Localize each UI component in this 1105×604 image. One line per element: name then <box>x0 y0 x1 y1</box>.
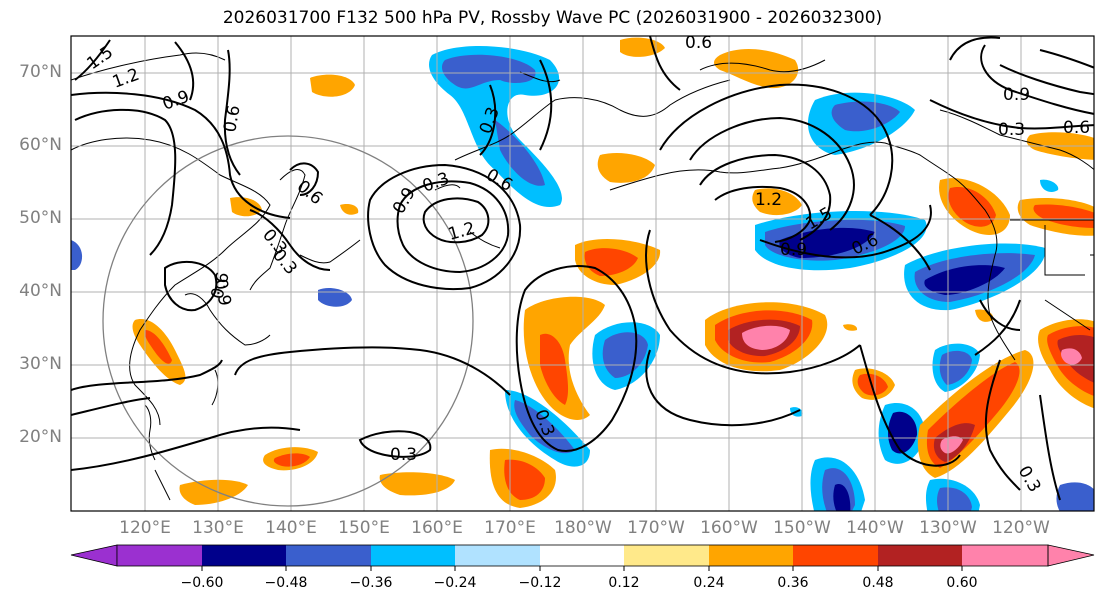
lon-label: 120°E <box>119 518 171 538</box>
colorbar-segment <box>202 545 286 566</box>
lat-label: 70°N <box>19 62 62 82</box>
lon-label: 150°E <box>338 518 390 538</box>
pv-contours <box>71 36 1094 501</box>
lon-label: 180°W <box>554 518 612 538</box>
colorbar-segment <box>117 545 202 566</box>
colorbar-tick-label: −0.60 <box>180 575 224 591</box>
contour-label: 0.3 <box>390 445 417 465</box>
lon-label: 170°W <box>627 518 685 538</box>
contour-label: 0.6 <box>1063 118 1090 138</box>
highlight-circle <box>102 135 474 507</box>
lon-label: 140°E <box>265 518 317 538</box>
contour-label: 0.9 <box>1003 85 1030 105</box>
colorbar-segment <box>709 545 793 566</box>
colorbar-tick-label: −0.36 <box>349 575 393 591</box>
colorbar-segment <box>540 545 624 566</box>
contour-label: 0.9 <box>210 277 234 307</box>
lon-label: 160°W <box>700 518 758 538</box>
contour-label: 0.3 <box>998 120 1025 140</box>
lon-label: 140°W <box>846 518 904 538</box>
colorbar-extend-left <box>70 544 118 567</box>
lat-label: 20°N <box>19 427 62 447</box>
colorbar-segment <box>878 545 962 566</box>
colorbar-tick-label: −0.24 <box>433 575 477 591</box>
colorbar-segment <box>962 545 1048 566</box>
colorbar-tick-label: 0.48 <box>862 575 894 591</box>
lon-label: 130°W <box>919 518 977 538</box>
gridlines <box>71 36 1094 511</box>
map-title: 2026031700 F132 500 hPa PV, Rossby Wave … <box>222 8 883 28</box>
contour-label: 0.6 <box>685 33 712 53</box>
colorbar-extend-right <box>1047 544 1095 567</box>
lon-label: 120°W <box>992 518 1050 538</box>
lon-label: 130°E <box>192 518 244 538</box>
colorbar-tick-label: −0.12 <box>518 575 562 591</box>
map-frame <box>70 35 1095 512</box>
colorbar-segment <box>793 545 878 566</box>
lat-label: 30°N <box>19 354 62 374</box>
colorbar-segment <box>286 545 371 566</box>
colorbar-segment <box>455 545 540 566</box>
contour-label: 1.2 <box>755 190 782 210</box>
lon-label: 160°E <box>411 518 463 538</box>
lon-label: 170°E <box>484 518 536 538</box>
colorbar-segment <box>624 545 709 566</box>
colorbar-tick-label: −0.48 <box>264 575 308 591</box>
lon-label: 150°W <box>773 518 831 538</box>
colorbar-segment <box>371 545 455 566</box>
colorbar-tick-label: 0.12 <box>608 575 640 591</box>
colorbar-tick-label: 0.36 <box>777 575 809 591</box>
colorbar-tick-label: 0.60 <box>946 575 978 591</box>
contour-label: 0.9 <box>780 240 807 260</box>
colorbar-frame <box>116 544 1049 567</box>
colorbar-tick-label: 0.24 <box>693 575 725 591</box>
contour-label: 0.6 <box>220 104 244 134</box>
lat-label: 50°N <box>19 208 62 228</box>
lat-label: 60°N <box>19 135 62 155</box>
colorbar <box>70 544 1095 571</box>
lat-label: 40°N <box>19 281 62 301</box>
